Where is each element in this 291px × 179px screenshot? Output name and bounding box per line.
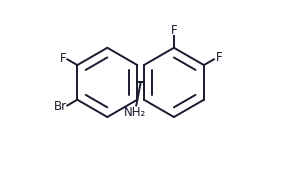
Text: F: F xyxy=(60,52,66,65)
Text: NH₂: NH₂ xyxy=(124,106,146,119)
Text: F: F xyxy=(171,24,177,37)
Text: F: F xyxy=(216,51,223,64)
Text: Br: Br xyxy=(54,100,67,113)
